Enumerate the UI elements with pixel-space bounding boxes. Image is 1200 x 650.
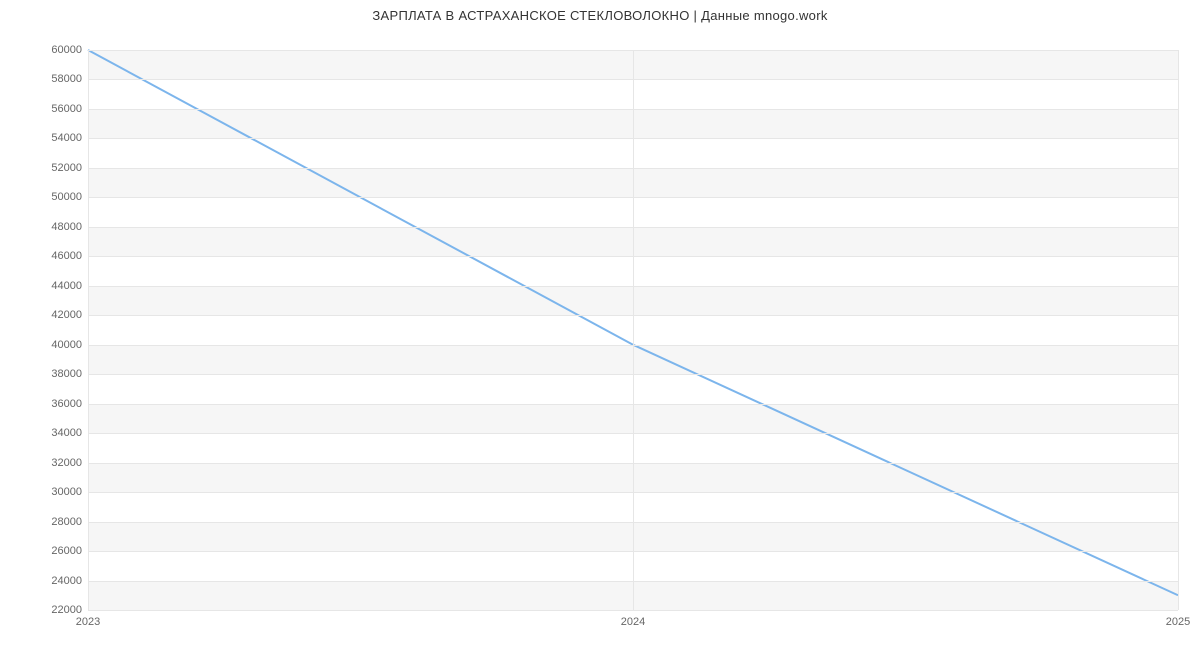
y-axis-label: 58000 xyxy=(51,73,82,85)
y-axis-label: 34000 xyxy=(51,427,82,439)
gridline-vertical xyxy=(633,50,634,610)
y-axis-label: 40000 xyxy=(51,339,82,351)
y-axis-label: 48000 xyxy=(51,221,82,233)
plot-area: 2200024000260002800030000320003400036000… xyxy=(88,50,1178,610)
gridline-vertical xyxy=(1178,50,1179,610)
y-axis-label: 54000 xyxy=(51,132,82,144)
y-axis-label: 60000 xyxy=(51,44,82,56)
y-axis-label: 28000 xyxy=(51,516,82,528)
x-axis-label: 2023 xyxy=(76,616,100,628)
y-axis-label: 56000 xyxy=(51,103,82,115)
y-axis-label: 32000 xyxy=(51,457,82,469)
gridline-horizontal xyxy=(88,610,1178,611)
y-axis-label: 36000 xyxy=(51,398,82,410)
y-axis-label: 22000 xyxy=(51,604,82,616)
y-axis-label: 50000 xyxy=(51,191,82,203)
x-axis-label: 2024 xyxy=(621,616,645,628)
y-axis-label: 52000 xyxy=(51,162,82,174)
y-axis-label: 38000 xyxy=(51,368,82,380)
y-axis-label: 24000 xyxy=(51,575,82,587)
y-axis-label: 26000 xyxy=(51,545,82,557)
chart-container: ЗАРПЛАТА В АСТРАХАНСКОЕ СТЕКЛОВОЛОКНО | … xyxy=(0,0,1200,650)
chart-title: ЗАРПЛАТА В АСТРАХАНСКОЕ СТЕКЛОВОЛОКНО | … xyxy=(0,8,1200,23)
y-axis-label: 42000 xyxy=(51,309,82,321)
y-axis-label: 30000 xyxy=(51,486,82,498)
x-axis-label: 2025 xyxy=(1166,616,1190,628)
y-axis-label: 44000 xyxy=(51,280,82,292)
gridline-vertical xyxy=(88,50,89,610)
y-axis-label: 46000 xyxy=(51,250,82,262)
